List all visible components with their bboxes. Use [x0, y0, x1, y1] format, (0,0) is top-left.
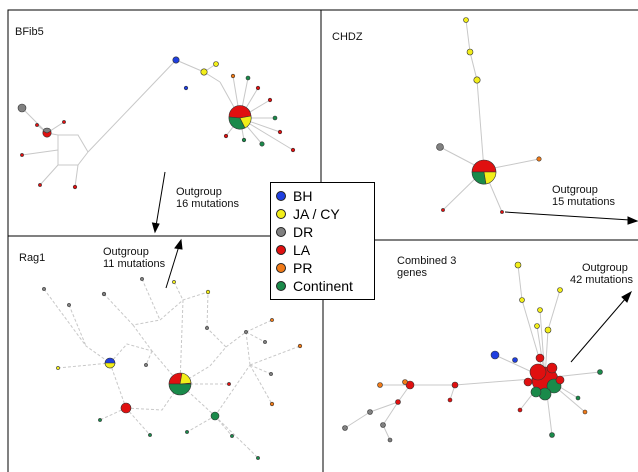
- chdz-outgroup-arrow: [504, 211, 638, 225]
- legend-label-dr: DR: [293, 224, 314, 240]
- bfib5-network: [17, 56, 296, 234]
- legend-item-bh: BH: [276, 187, 374, 205]
- bfib5-pie-jacy: [239, 115, 252, 129]
- dr-color-swatch: [276, 227, 286, 237]
- chdz-title: CHDZ: [332, 31, 363, 43]
- combined-outgroup-label: Outgroup: [582, 262, 628, 274]
- rag1-title: Rag1: [19, 252, 46, 264]
- chdz-pie-jacy: [483, 171, 497, 185]
- chdz-outgroup-label: Outgroup: [552, 184, 598, 196]
- rag1-edges: [43, 278, 301, 459]
- chdz-edges: [439, 19, 540, 213]
- legend-item-ja-cy: JA / CY: [276, 205, 374, 223]
- legend-label-pr: PR: [293, 260, 313, 276]
- chdz-pie-la: [471, 159, 497, 173]
- combined-outgroup-arrow: [570, 290, 632, 363]
- legend-label-ja-cy: JA / CY: [293, 206, 340, 222]
- bfib5-outgroup-mutations: 16 mutations: [176, 198, 239, 210]
- rag1-outgroup-mutations: 11 mutations: [103, 258, 166, 270]
- legend-item-dr: DR: [276, 223, 374, 241]
- legend-label-la: LA: [293, 242, 311, 258]
- bfib5-pie-la: [228, 105, 252, 119]
- chdz-outgroup-mutations: 15 mutations: [552, 196, 615, 208]
- rag1-pie-jacy: [179, 372, 192, 385]
- ja-cy-color-swatch: [276, 209, 286, 219]
- combined-title-line1: Combined 3: [397, 255, 457, 267]
- combined-outgroup-mutations: 42 mutations: [570, 274, 633, 286]
- la-color-swatch: [276, 245, 286, 255]
- legend-label-continent: Continent: [293, 278, 353, 294]
- chdz-nodes: [436, 17, 542, 214]
- bh-color-swatch: [276, 191, 286, 201]
- pr-color-swatch: [276, 263, 286, 273]
- chdz-network: [436, 17, 638, 225]
- rag1-pie-continent: [168, 383, 192, 396]
- chdz-pie-continent: [471, 171, 487, 185]
- rag1-nodes: [42, 277, 303, 460]
- bfib5-outgroup-label: Outgroup: [176, 186, 222, 198]
- bfib5-nodes: [17, 56, 296, 190]
- combined-nodes: [342, 261, 603, 443]
- combined-network: [342, 261, 632, 443]
- bfib5-outgroup-arrow: [151, 171, 166, 234]
- rag1-network: [42, 238, 303, 460]
- bfib5-edges: [21, 59, 294, 188]
- combined-title-line2: genes: [397, 267, 427, 279]
- bfib5-title: BFib5: [15, 26, 44, 38]
- legend-item-continent: Continent: [276, 277, 374, 295]
- legend-label-bh: BH: [293, 188, 313, 204]
- rag1-outgroup-label: Outgroup: [103, 246, 149, 258]
- panel-frames: [7, 9, 638, 472]
- legend: BH JA / CY DR LA PR Continent: [270, 182, 375, 300]
- legend-item-pr: PR: [276, 259, 374, 277]
- rag1-outgroup-arrow: [165, 238, 183, 289]
- continent-color-swatch: [276, 281, 286, 291]
- legend-item-la: LA: [276, 241, 374, 259]
